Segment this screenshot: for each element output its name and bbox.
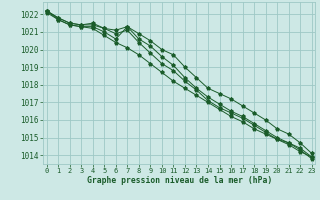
X-axis label: Graphe pression niveau de la mer (hPa): Graphe pression niveau de la mer (hPa) (87, 176, 272, 185)
